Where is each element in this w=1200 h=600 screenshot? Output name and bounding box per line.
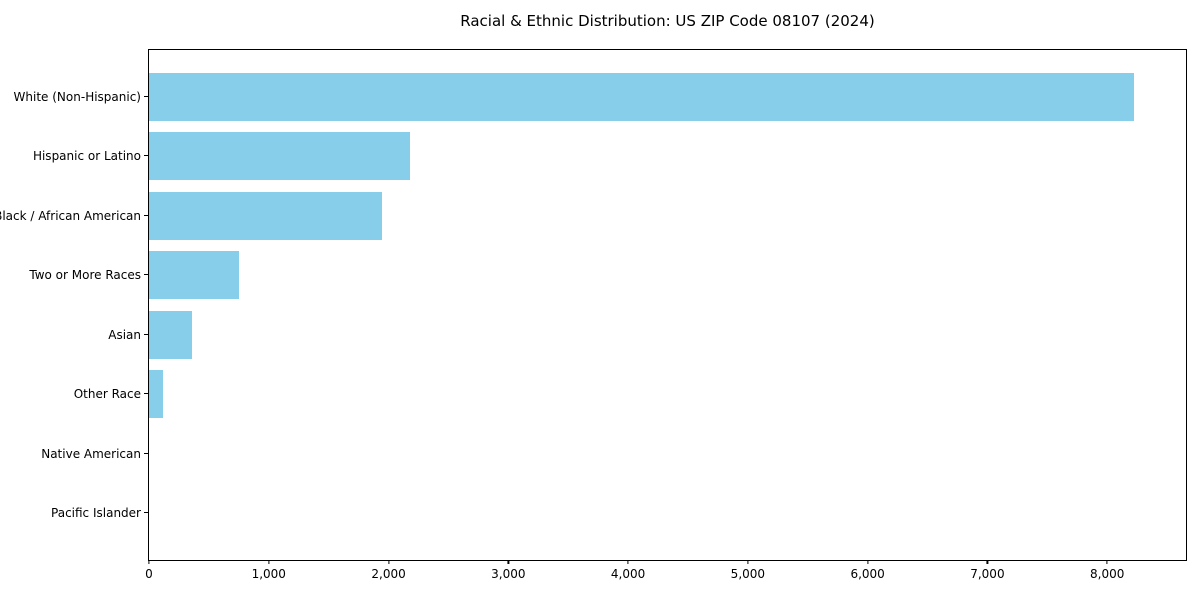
y-axis-category-label: Pacific Islander xyxy=(51,506,141,521)
x-axis-tick-label: 8,000 xyxy=(1090,567,1125,581)
y-axis-tick xyxy=(144,452,148,454)
bar xyxy=(149,72,1135,121)
x-axis-tick xyxy=(387,560,390,564)
x-axis-tick-label: 3,000 xyxy=(491,567,526,581)
x-axis-tick-label: 5,000 xyxy=(730,567,766,581)
bar-row: Native American xyxy=(41,424,1186,484)
bar xyxy=(149,251,239,300)
y-axis-category-label: White (Non-Hispanic) xyxy=(13,89,141,104)
plot-area: White (Non-Hispanic) Hispanic or Latino Bl… xyxy=(0,49,1187,581)
x-axis-tick xyxy=(867,560,869,564)
x-axis-tick xyxy=(1106,560,1108,564)
chart-title: Racial & Ethnic Distribution: US ZIP Cod… xyxy=(460,12,875,30)
x-axis-tick xyxy=(627,560,629,564)
bar-row: Asian xyxy=(108,305,1186,365)
bar-row: Pacific Islander xyxy=(51,484,1186,544)
x-axis-tick xyxy=(747,560,749,564)
x-axis-tick-label: 6,000 xyxy=(850,567,885,581)
bar-row: Black / African American xyxy=(0,186,1186,246)
y-axis-category-label: Native American xyxy=(41,446,141,461)
bar xyxy=(149,370,164,419)
y-axis-category-label: Black / African American xyxy=(0,208,141,223)
x-axis: 0 1,000 2,000 3,000 4,000 5,000 6,000 7,000 8,00… xyxy=(145,560,1186,590)
y-axis-tick xyxy=(144,155,148,157)
bar xyxy=(149,191,382,240)
x-axis-tick-label: 0 xyxy=(145,567,153,581)
bar xyxy=(149,132,411,181)
bar-row: Hispanic or Latino xyxy=(33,127,1186,187)
y-axis-tick xyxy=(144,214,148,216)
y-axis-category-label: Two or More Races xyxy=(29,268,141,283)
bar-row: Two or More Races xyxy=(29,246,1186,306)
x-axis-tick-label: 1,000 xyxy=(251,567,286,581)
x-axis-tick xyxy=(507,560,509,564)
x-axis-tick-label: 4,000 xyxy=(610,567,646,581)
y-axis-category-label: Asian xyxy=(108,327,141,342)
y-axis-category-label: Hispanic or Latino xyxy=(32,149,141,164)
y-axis-tick xyxy=(144,95,148,97)
x-axis-tick xyxy=(986,560,988,564)
y-axis-tick xyxy=(144,333,148,335)
y-axis-category-label: Other Race xyxy=(73,387,141,402)
y-axis-tick xyxy=(144,274,148,276)
y-axis-tick xyxy=(144,393,148,395)
x-axis-tick xyxy=(148,560,150,564)
bar-row: Other Race xyxy=(74,365,1186,425)
x-axis-tick-label: 2,000 xyxy=(371,567,406,581)
y-axis-tick xyxy=(144,512,148,514)
x-axis-tick-label: 7,000 xyxy=(970,567,1005,581)
bar xyxy=(149,310,192,359)
x-axis-tick xyxy=(268,560,270,564)
bar-row: White (Non-Hispanic) xyxy=(14,67,1186,127)
bar-rows-container: White (Non-Hispanic) Hispanic or Latino Bl… xyxy=(0,67,1186,544)
